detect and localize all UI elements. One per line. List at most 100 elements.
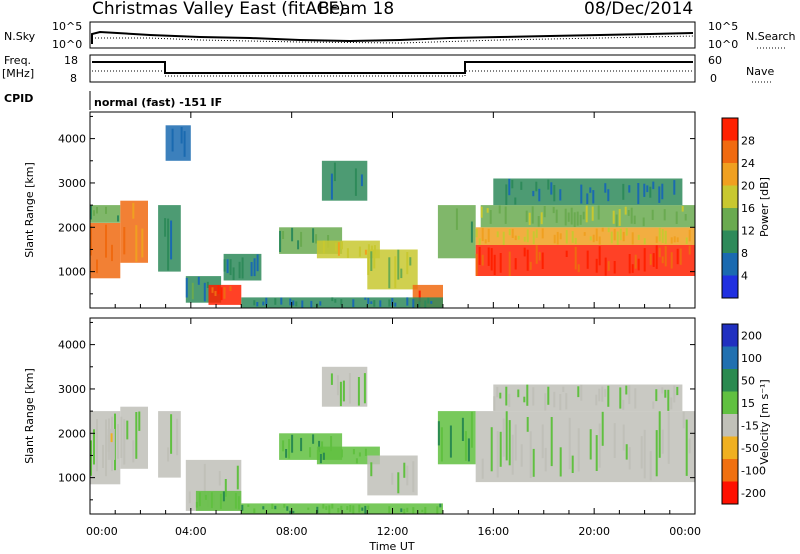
power-speckle [591,206,594,221]
power-speckle [424,300,427,308]
velocity-speckle [505,411,508,461]
velocity-speckle [330,373,333,385]
velocity-speckle [219,493,222,509]
power-speckle [649,254,652,265]
velocity-speckle [120,416,123,458]
power-speckle [292,300,295,306]
power-speckle [282,231,285,239]
velocity-speckle [274,505,277,510]
velocity-speckle [322,504,325,509]
velocity-speckle [595,394,598,406]
velocity-speckle [292,510,295,514]
x-axis-label: Time UT [368,540,414,553]
power-speckle [601,227,604,232]
velocity-speckle [511,434,514,475]
power-speckle [481,254,484,266]
velocity-speckle [634,388,637,409]
velocity-ytick-label: 1000 [58,472,86,485]
power-speckle [651,209,654,220]
power-ytick-label: 3000 [58,177,86,190]
velocity-speckle [406,507,409,513]
power-speckle [164,218,167,237]
power-colorbar-label: Power [dB] [758,177,771,237]
power-speckle [685,237,688,244]
velocity-speckle [541,424,544,459]
power-colorbar-segment [722,185,738,208]
station-title: Christmas Valley East (fitACF) [92,0,345,19]
power-speckle [394,302,397,307]
power-speckle [226,259,229,274]
velocity-speckle [319,454,322,464]
power-speckle [197,276,200,285]
velocity-colorbar-frame [721,323,739,505]
freq-trace [92,61,693,74]
velocity-colorbar-tick: -100 [741,464,766,477]
velocity-speckle [363,373,366,404]
velocity-speckle [339,381,342,407]
power-speckle [607,227,610,233]
velocity-speckle [652,401,655,409]
power-speckle [547,179,550,190]
power-speckle [502,231,505,245]
power-speckle [619,228,622,241]
velocity-speckle [628,385,631,405]
velocity-speckle [598,423,601,468]
power-speckle [406,297,409,306]
power-speckle [628,185,631,193]
velocity-speckle [499,431,502,467]
power-speckle [367,297,370,304]
power-speckle [508,251,511,276]
power-speckle [622,231,625,242]
power-speckle [487,228,490,243]
velocity-speckle [188,491,191,504]
velocity-speckle [253,508,256,513]
velocity-speckle [613,423,616,458]
cpid-label: CPID [4,92,33,105]
xtick-label: 20:00 [578,525,610,538]
power-speckle [470,221,473,243]
power-speckle [367,244,370,252]
velocity-speckle [670,397,673,410]
xtick-label: 08:00 [276,525,308,538]
date-title: 08/Dec/2014 [584,0,693,19]
power-speckle [525,210,528,223]
velocity-speckle [312,434,315,444]
power-colorbar-frame [721,117,739,299]
velocity-speckle [601,411,604,446]
power-speckle [661,256,664,264]
velocity-speckle [340,505,343,511]
power-speckle [364,297,367,300]
power-speckle [183,131,186,157]
velocity-speckle [349,505,352,512]
power-speckle [262,301,265,306]
power-speckle [211,287,214,293]
velocity-speckle [682,411,685,429]
nave-tick-bottom: 0 [710,72,717,85]
velocity-speckle [241,504,244,511]
velocity-speckle [355,458,358,464]
velocity-speckle [358,504,361,513]
power-speckle [409,257,412,266]
power-speckle [627,210,630,216]
power-speckle [312,228,315,243]
velocity-speckle [467,438,470,462]
power-region-3 [158,205,181,272]
velocity-speckle [580,384,583,401]
velocity-speckle [342,380,345,402]
power-speckle [203,282,206,302]
power-speckle [598,246,601,266]
velocity-speckle [316,506,319,513]
velocity-panel: 1000 2000 3000 4000 Slant Range [km] 200 100… [23,317,771,515]
power-speckle [564,208,567,226]
velocity-speckle [421,509,424,513]
power-speckle [111,244,113,262]
power-speckle [528,212,531,225]
power-speckle [655,236,658,243]
power-colorbar-tick: 24 [741,157,755,170]
power-region-11 [367,249,418,290]
velocity-ytick-label: 4000 [58,339,86,352]
power-speckle [637,258,640,271]
power-speckle [595,228,598,242]
velocity-speckle [589,429,592,460]
power-speckle [388,299,391,307]
